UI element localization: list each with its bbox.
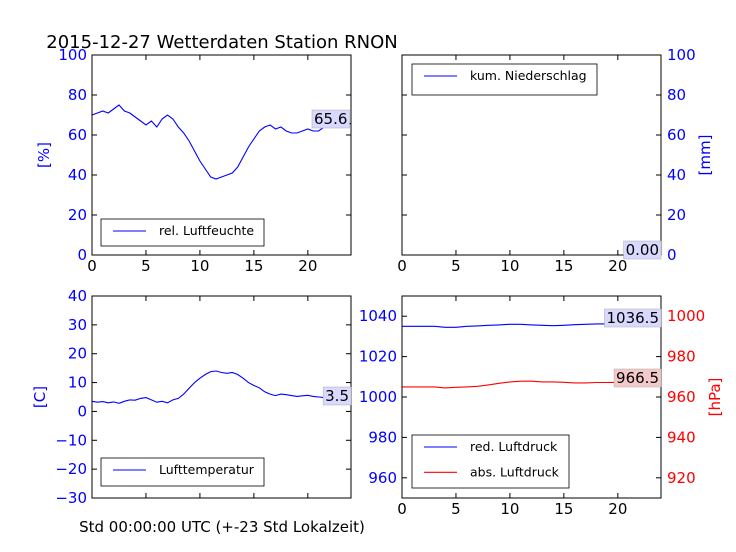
legend-label: Lufttemperatur xyxy=(159,462,255,477)
x-tick-label: 15 xyxy=(244,257,263,275)
chart-precipitation: 0 5 10 15 20 0 20 40 60 80 100 [mm] kum. Niederschla… xyxy=(397,46,714,275)
x-tick-label: 20 xyxy=(608,500,627,518)
legend-box xyxy=(100,218,265,247)
y-tick-label: 80 xyxy=(667,86,686,104)
y-tick-label: −20 xyxy=(55,460,87,478)
last-value-label: 65.6 xyxy=(314,110,347,128)
x-tick-label: 0 xyxy=(397,257,407,275)
figure-title: 2015-12-27 Wetterdaten Station RNON xyxy=(46,32,397,53)
y-tick-label: 20 xyxy=(68,345,87,363)
x-tick-label: 10 xyxy=(500,500,519,518)
last-value-box xyxy=(604,308,662,328)
y-tick-label: 960 xyxy=(368,469,397,487)
x-tick-label: 20 xyxy=(298,257,317,275)
last-value-label: 966.5 xyxy=(616,369,659,387)
y-tick-label: 10 xyxy=(68,374,87,392)
humidity-frame xyxy=(91,54,352,256)
y-axis-label: [mm] xyxy=(696,135,714,176)
y-tick-label: 40 xyxy=(68,287,87,305)
x-tick-label: 0 xyxy=(397,500,407,518)
x-tick-label: 5 xyxy=(451,500,461,518)
x-tick-label: 10 xyxy=(190,257,209,275)
y-tick-label: 0 xyxy=(667,246,677,264)
x-tick-label: 5 xyxy=(141,257,151,275)
precip-frame xyxy=(401,54,662,256)
legend-label: abs. Luftdruck xyxy=(470,464,560,479)
y-axis-label-right: [hPa] xyxy=(706,378,724,417)
y-axis-label: [%] xyxy=(35,142,53,168)
last-value-box xyxy=(623,240,662,260)
legend-label: rel. Luftfeuchte xyxy=(159,223,254,238)
series-line-rel-luftfeuchte xyxy=(91,104,352,180)
series-line-lufttemperatur xyxy=(91,370,352,404)
y-tick-label: 60 xyxy=(667,126,686,144)
legend-label: kum. Niederschlag xyxy=(470,68,587,83)
legend-box xyxy=(100,457,265,487)
y-tick-label: 940 xyxy=(667,428,696,446)
y-tick-label: 960 xyxy=(667,388,696,406)
x-tick-label: 5 xyxy=(451,257,461,275)
y-tick-label: −10 xyxy=(55,431,87,449)
legend-label: red. Luftdruck xyxy=(470,439,558,454)
y-tick-label: −30 xyxy=(55,489,87,507)
y-tick-label: 100 xyxy=(58,46,87,64)
y-tick-label: 80 xyxy=(68,86,87,104)
legend-box xyxy=(411,63,598,96)
x-tick-label: 10 xyxy=(500,257,519,275)
chart-humidity: 0 5 10 15 20 0 20 40 60 80 100 [%] rel. Luftfeuchte 6… xyxy=(35,46,352,275)
x-tick-label: 20 xyxy=(608,257,627,275)
chart-temperature: −30 −20 −10 0 10 20 30 40 [C] Lufttemperatur 3.5 xyxy=(31,287,352,507)
y-tick-label: 0 xyxy=(77,402,87,420)
y-tick-label: 0 xyxy=(77,246,87,264)
last-value-box xyxy=(613,368,662,388)
x-axis-label: Std 00:00:00 UTC (+-23 Std Lokalzeit) xyxy=(79,518,365,536)
y-tick-label: 20 xyxy=(667,206,686,224)
y-tick-label: 980 xyxy=(368,428,397,446)
y-tick-label: 1000 xyxy=(359,388,397,406)
last-value-label: 0.00 xyxy=(626,241,659,259)
y-tick-label: 40 xyxy=(667,166,686,184)
last-value-box xyxy=(311,109,350,129)
last-value-label: 1036.5 xyxy=(607,309,660,327)
x-tick-label: 15 xyxy=(554,500,573,518)
y-tick-label: 1000 xyxy=(667,307,705,325)
last-value-label: 3.5 xyxy=(325,387,349,405)
y-tick-label: 40 xyxy=(68,166,87,184)
x-tick-label: 0 xyxy=(87,257,97,275)
last-value-box xyxy=(322,386,352,406)
legend-box xyxy=(411,434,570,489)
chart-pressure: 0 5 10 15 20 960 980 1000 1020 1040 920 940 960 980 10… xyxy=(359,295,724,518)
x-tick-label: 15 xyxy=(554,257,573,275)
y-tick-label: 1020 xyxy=(359,348,397,366)
y-tick-label: 20 xyxy=(68,206,87,224)
y-tick-label: 980 xyxy=(667,348,696,366)
y-tick-label: 30 xyxy=(68,316,87,334)
y-tick-label: 1040 xyxy=(359,307,397,325)
y-axis-label: [C] xyxy=(31,386,49,408)
y-tick-label: 920 xyxy=(667,469,696,487)
y-tick-label: 60 xyxy=(68,126,87,144)
y-tick-label: 100 xyxy=(667,46,696,64)
